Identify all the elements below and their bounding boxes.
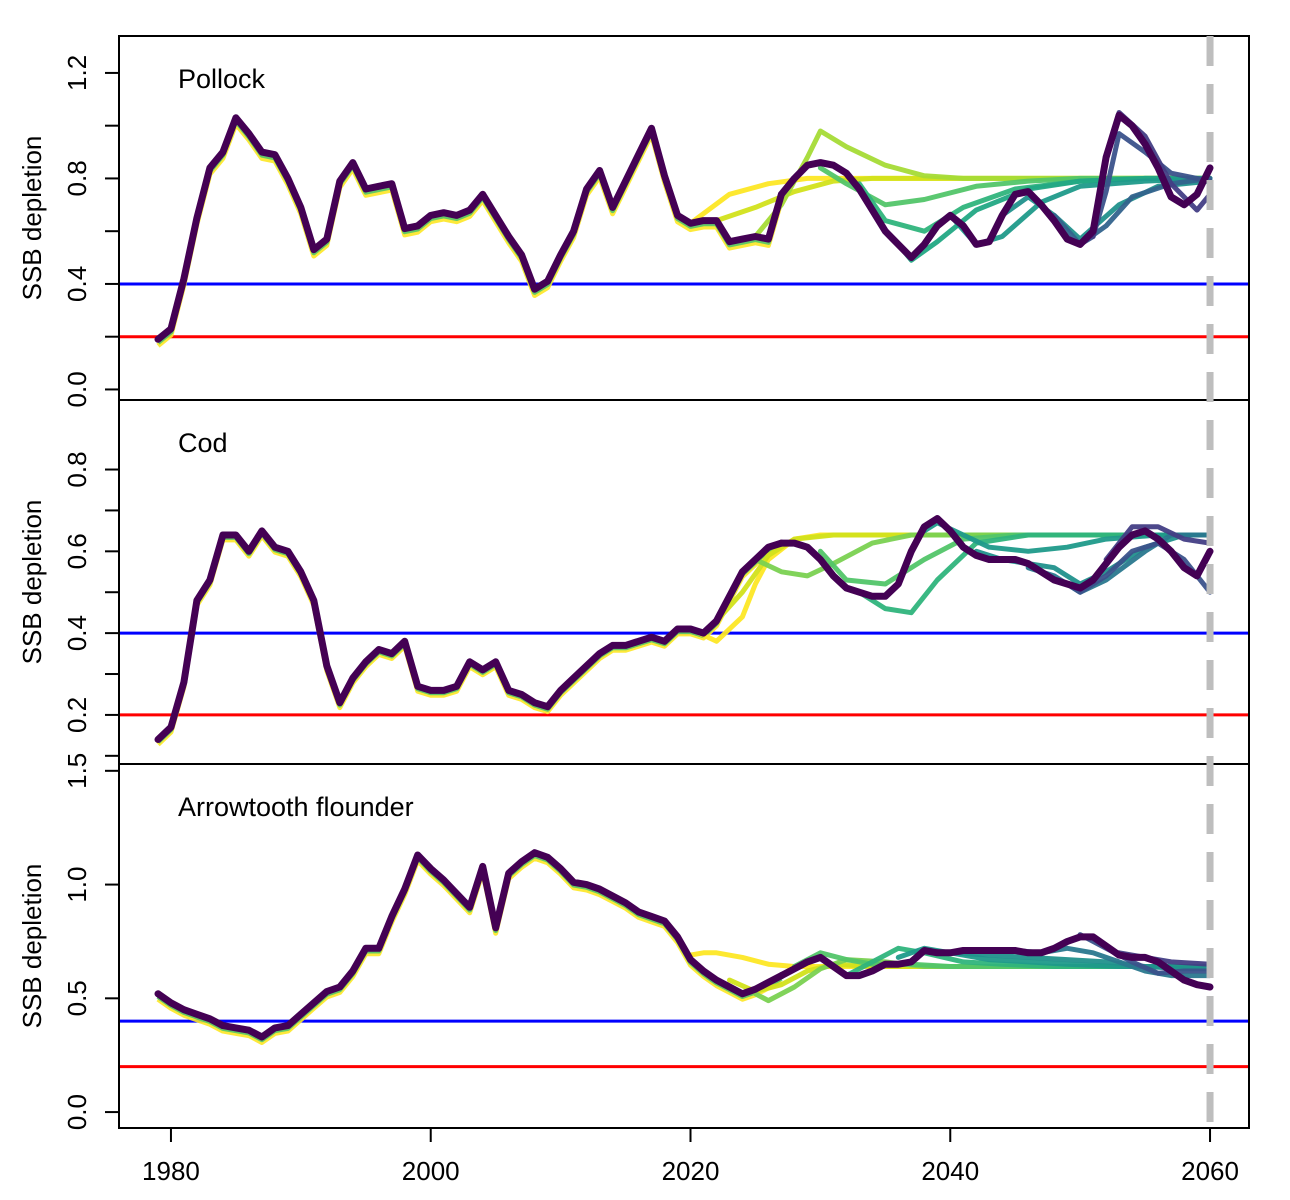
panel-title: Pollock [178, 64, 266, 94]
y-tick-label: 0.2 [62, 697, 92, 733]
historical-spread-line [156, 533, 783, 747]
plot-area [119, 110, 1249, 348]
final-run-line [777, 111, 1214, 262]
x-tick-label: 2000 [402, 1156, 460, 1186]
x-tick-label: 2020 [662, 1156, 720, 1186]
y-tick-label: 0.0 [62, 1094, 92, 1130]
historical-spread-line [156, 118, 784, 345]
y-axis-label: SSB depletion [17, 136, 47, 301]
scenario-line [1064, 540, 1213, 595]
x-tick-label: 2060 [1181, 1156, 1239, 1186]
panel-1: 0.2 0.4 0.6 0.8 SSB depletion Cod [17, 399, 1250, 765]
y-axis-label: SSB depletion [17, 500, 47, 665]
historical-series-line [154, 849, 785, 1041]
panel-title: Arrowtooth flounder [178, 792, 414, 822]
final-run-line [777, 933, 1214, 991]
plot-area [119, 515, 1249, 747]
historical-spread-line [156, 853, 783, 1043]
x-tick-label: 1980 [142, 1156, 200, 1186]
historical-spread-line [156, 850, 783, 1040]
y-tick-label: 0.8 [62, 451, 92, 487]
y-tick-label: 0.6 [62, 533, 92, 569]
historical-spread-line [156, 530, 783, 744]
plot-area [119, 849, 1249, 1069]
final-run-line [777, 515, 1214, 600]
y-tick-label: 1.5 [62, 753, 92, 789]
y-tick-label: 1.2 [62, 55, 92, 91]
scenario-line [947, 950, 1213, 972]
historical-series-line [154, 114, 785, 343]
y-axis-label: SSB depletion [17, 864, 47, 1029]
x-tick-label: 2040 [921, 1156, 979, 1186]
y-tick-label: 0.5 [62, 980, 92, 1016]
y-tick-label: 1.0 [62, 867, 92, 903]
panel-title: Cod [178, 428, 228, 458]
historical-spread-line [156, 121, 784, 348]
y-tick-label: 0.4 [62, 615, 92, 651]
panel-2: 0.0 0.5 1.0 1.5 SSB depletion Arrowtooth flou… [17, 753, 1250, 1130]
y-tick-label: 0.4 [62, 266, 92, 302]
panel-0: 0.0 0.4 0.8 1.2 SSB depletion Pollock [17, 35, 1250, 407]
scenario-line [1103, 524, 1213, 562]
historical-series-line [154, 527, 785, 743]
y-tick-label: 0.8 [62, 160, 92, 196]
y-tick-label: 0.0 [62, 371, 92, 407]
